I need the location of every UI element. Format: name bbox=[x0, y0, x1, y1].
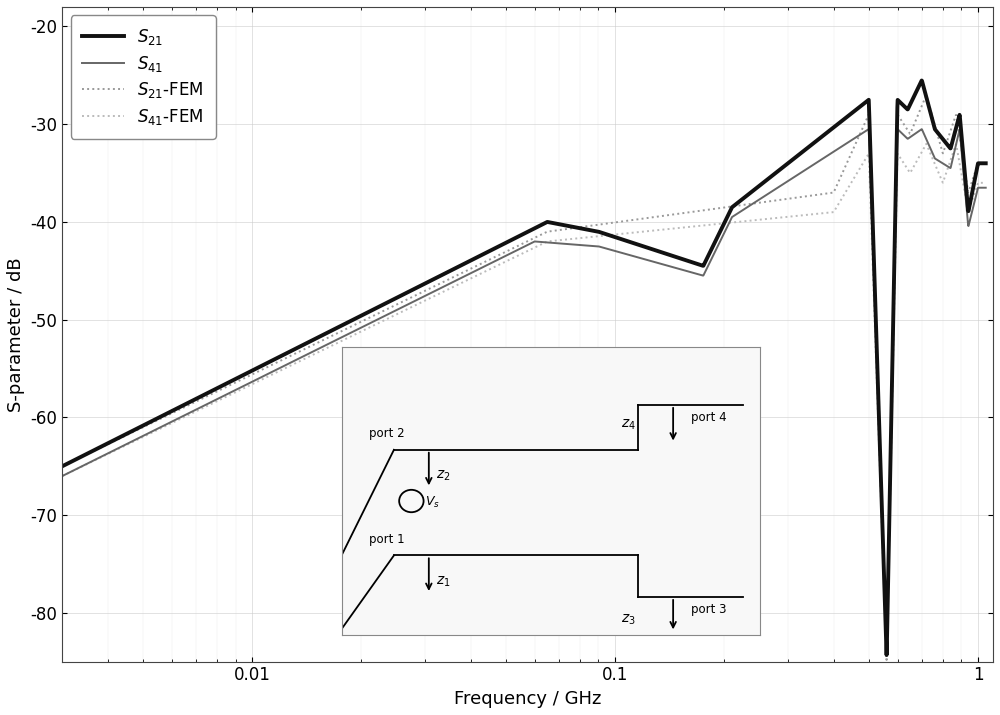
X-axis label: Frequency / GHz: Frequency / GHz bbox=[454, 690, 601, 708]
Legend: $S_{21}$, $S_{41}$, $S_{21}$-FEM, $S_{41}$-FEM: $S_{21}$, $S_{41}$, $S_{21}$-FEM, $S_{41… bbox=[71, 15, 216, 139]
Y-axis label: S-parameter / dB: S-parameter / dB bbox=[7, 257, 25, 412]
